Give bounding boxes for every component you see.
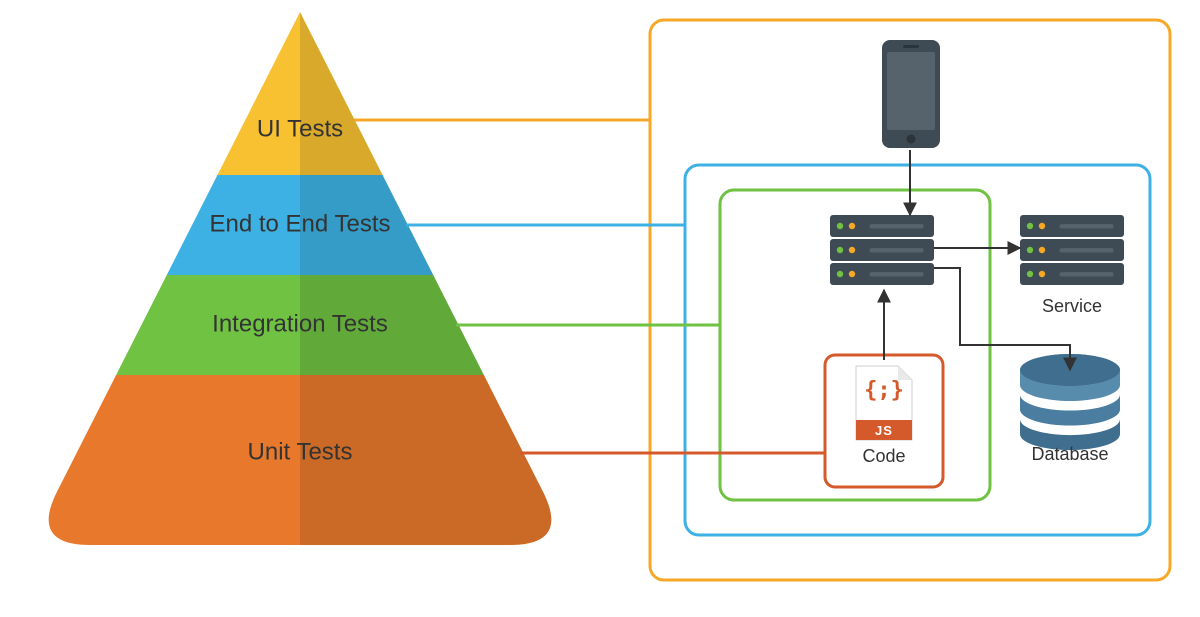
server-icon-service-label: Service <box>1042 296 1102 316</box>
pyramid-label-integration: Integration Tests <box>212 310 388 337</box>
pyramid-label-ui: UI Tests <box>257 115 343 142</box>
testing-pyramid-diagram: UI Tests End to End Tests Integration Test… <box>0 0 1200 617</box>
server-icon-main <box>830 215 934 285</box>
database-label: Database <box>1031 444 1108 464</box>
database-icon: Database <box>1020 354 1120 464</box>
code-braces-icon: {;} <box>864 378 904 403</box>
code-label: Code <box>862 446 905 466</box>
pyramid-label-unit: Unit Tests <box>248 438 353 465</box>
server-icon-service: Service <box>1020 215 1124 316</box>
pyramid-label-e2e: End to End Tests <box>209 210 390 237</box>
phone-icon <box>882 40 940 148</box>
code-js-label: JS <box>875 423 893 438</box>
code-file-icon: {;} JS Code <box>856 366 912 466</box>
